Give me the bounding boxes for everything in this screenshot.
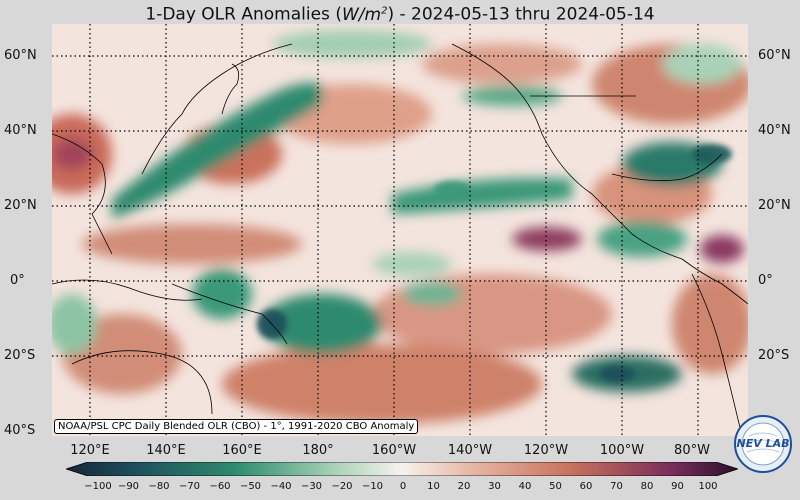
lat-label-left: 60°N bbox=[4, 48, 37, 63]
coastline-new-guinea bbox=[171, 283, 288, 345]
map-title: 1-Day OLR Anomalies (W/m2) - 2024-05-13 … bbox=[0, 0, 800, 25]
lon-label: 140°E bbox=[146, 443, 186, 458]
colorbar-tick: −30 bbox=[300, 481, 323, 492]
lon-label: 160°E bbox=[222, 443, 262, 458]
title-suffix: ) - 2024-05-13 thru 2024-05-14 bbox=[387, 4, 655, 25]
colorbar bbox=[66, 462, 738, 476]
coastline-south-america bbox=[691, 273, 743, 436]
colorbar-tick: −40 bbox=[270, 481, 292, 492]
lat-label-right: 0° bbox=[758, 273, 773, 288]
colorbar-tick: −90 bbox=[117, 481, 140, 492]
lat-label-right: 20°S bbox=[758, 348, 790, 363]
weak-negative-anomaly bbox=[402, 282, 462, 306]
colorbar-tick: 100 bbox=[698, 481, 718, 492]
lon-label: 120°E bbox=[70, 443, 110, 458]
lat-label-left: 20°S bbox=[4, 348, 36, 363]
colorbar-tick: 0 bbox=[399, 481, 407, 492]
lat-label-left: 20°N bbox=[4, 198, 37, 213]
weak-negative-anomaly bbox=[662, 44, 742, 84]
positive-anomaly-region bbox=[82, 224, 302, 264]
colorbar-tick: −100 bbox=[84, 481, 112, 492]
coastline-maritime-continent bbox=[52, 279, 203, 301]
logo-globe-lines bbox=[744, 432, 782, 453]
map-canvas bbox=[52, 24, 748, 436]
positive-anomaly-region bbox=[672, 274, 748, 374]
negative-anomaly-region bbox=[262, 294, 382, 354]
title-unit-exponent: 2 bbox=[381, 5, 388, 16]
strong-negative-anomaly bbox=[692, 144, 732, 164]
lon-label: 120°W bbox=[523, 443, 569, 458]
lat-label-right: 60°N bbox=[758, 48, 791, 63]
coastline-asia bbox=[52, 133, 113, 255]
strong-positive-anomaly bbox=[700, 235, 744, 263]
lon-label: 140°W bbox=[447, 443, 493, 458]
olr-anomaly-map bbox=[52, 24, 748, 436]
colorbar-tick: −60 bbox=[209, 481, 231, 492]
lon-label: 100°W bbox=[599, 443, 645, 458]
negative-anomaly-region bbox=[192, 269, 252, 319]
title-unit: W/m2 bbox=[342, 5, 387, 25]
strong-positive-anomaly bbox=[512, 227, 582, 251]
weak-negative-anomaly bbox=[272, 30, 432, 58]
negative-anomaly-band bbox=[112, 82, 322, 219]
colorbar-tick: 10 bbox=[427, 481, 440, 492]
lon-label: 180° bbox=[302, 443, 334, 458]
colorbar-tick: 30 bbox=[488, 481, 501, 492]
colorbar-tick: −20 bbox=[331, 481, 353, 492]
lat-label-right: 20°N bbox=[758, 198, 791, 213]
weak-negative-anomaly bbox=[52, 294, 97, 354]
graticule bbox=[52, 24, 748, 436]
coastline-central-america bbox=[681, 258, 748, 305]
lat-label-left: 40°N bbox=[4, 123, 37, 138]
negative-anomaly-region bbox=[434, 181, 470, 197]
coastline-north-america bbox=[451, 43, 683, 260]
coastline-australia bbox=[71, 350, 213, 415]
negative-anomaly-region bbox=[597, 221, 687, 257]
weak-negative-anomaly bbox=[372, 252, 452, 276]
colorbar-tick: 70 bbox=[610, 481, 623, 492]
colorbar-tick: 80 bbox=[640, 481, 654, 492]
lon-label: 80°W bbox=[674, 443, 710, 458]
colorbar-tick: 20 bbox=[457, 481, 471, 492]
colorbar-tick: −80 bbox=[148, 481, 170, 492]
weak-negative-anomaly bbox=[462, 86, 562, 106]
positive-anomaly-region bbox=[422, 44, 582, 84]
strong-positive-anomaly bbox=[52, 138, 92, 170]
colorbar-tick: −10 bbox=[361, 481, 384, 492]
title-unit-base: W/m bbox=[341, 4, 382, 25]
logo-globe bbox=[741, 422, 785, 466]
colorbar-tick: −70 bbox=[178, 481, 201, 492]
lat-label-left: 0° bbox=[10, 273, 25, 288]
lat-label-left: 40°S bbox=[4, 423, 36, 438]
coastlines bbox=[52, 43, 748, 436]
coastline-japan bbox=[221, 63, 240, 115]
title-prefix: 1-Day OLR Anomalies ( bbox=[145, 4, 342, 25]
positive-anomaly-region bbox=[222, 344, 542, 424]
strong-negative-anomaly bbox=[599, 366, 635, 382]
logo-text: NEV LAB bbox=[737, 437, 790, 450]
lat-label-right: 40°N bbox=[758, 123, 791, 138]
anomaly-field bbox=[52, 30, 748, 424]
data-source-credit: NOAA/PSL CPC Daily Blended OLR (CBO) - 1… bbox=[54, 419, 419, 434]
colorbar-tick: 50 bbox=[549, 481, 562, 492]
coastline-gulf-of-mexico bbox=[611, 153, 723, 182]
colorbar-tick: 40 bbox=[518, 481, 532, 492]
colorbar-tick: −50 bbox=[239, 481, 262, 492]
colorbar-tick: 90 bbox=[671, 481, 684, 492]
colorbar-scale bbox=[66, 462, 738, 476]
colorbar-tick: 60 bbox=[579, 481, 593, 492]
nevlab-logo: NEV LAB bbox=[734, 415, 792, 473]
lon-label: 160°W bbox=[371, 443, 417, 458]
positive-anomaly-region bbox=[372, 274, 612, 354]
